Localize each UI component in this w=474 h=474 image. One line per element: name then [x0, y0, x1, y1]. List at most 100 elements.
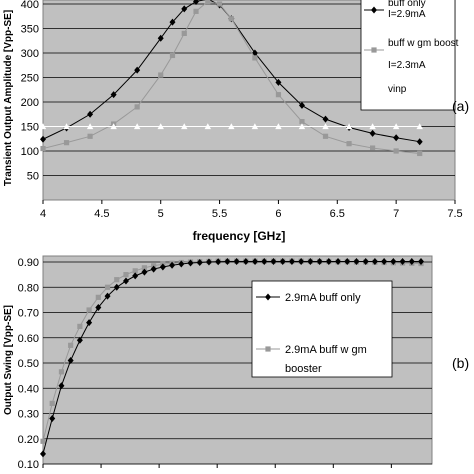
data-point	[159, 263, 166, 271]
data-point	[362, 257, 369, 265]
data-point	[418, 257, 424, 265]
data-point	[157, 34, 164, 42]
legend-label: buff w gm boost	[388, 38, 459, 49]
data-point	[193, 8, 199, 14]
legend-label: vinp	[388, 84, 407, 95]
y-tick-label: 200	[21, 97, 39, 109]
data-point	[193, 0, 200, 6]
x-axis-label: frequency [GHz]	[193, 229, 286, 243]
data-point	[298, 257, 305, 265]
series-2	[40, 257, 424, 458]
data-point	[204, 123, 211, 130]
data-point	[390, 257, 397, 265]
data-point	[141, 265, 148, 271]
data-point	[298, 101, 305, 109]
data-point	[158, 72, 164, 78]
data-point	[40, 438, 46, 444]
data-point	[393, 134, 400, 142]
y-tick-label: 100	[21, 146, 39, 158]
data-point	[270, 257, 277, 265]
data-point	[40, 135, 46, 143]
y-axis-label: Output Swing [Vpp-SE]	[3, 305, 14, 415]
legend-marker	[265, 346, 271, 352]
legend-label-2: I=2.3mA	[388, 60, 426, 71]
data-point	[275, 78, 282, 86]
data-point	[86, 319, 93, 327]
legend-label: 2.9mA buff only	[285, 292, 361, 304]
x-tick-label: 4	[40, 208, 46, 220]
data-point	[298, 123, 306, 130]
data-point	[325, 257, 332, 265]
data-point	[169, 52, 176, 59]
data-point	[104, 284, 111, 290]
legend: 2.9mA buff only 2.9mA buff w gm booster	[251, 280, 393, 378]
data-point	[87, 110, 94, 118]
data-point	[205, 258, 212, 266]
data-point	[344, 257, 351, 265]
data-point	[58, 382, 65, 390]
y-tick-label: 0.30	[18, 409, 39, 421]
series-2	[40, 0, 423, 157]
data-point	[49, 400, 55, 406]
legend-label-2: booster	[285, 363, 322, 375]
data-point	[196, 259, 203, 267]
data-point	[261, 257, 268, 265]
data-point	[132, 272, 139, 280]
data-point	[393, 148, 399, 154]
data-point	[299, 119, 305, 125]
data-point	[113, 283, 120, 291]
legend-label: 2.9mA buff w gm	[285, 344, 367, 356]
data-point	[399, 257, 406, 265]
legend-marker	[371, 6, 377, 14]
data-point	[228, 16, 234, 22]
y-tick-label: 150	[21, 122, 39, 134]
x-tick-label: 5.5	[212, 208, 227, 220]
data-point	[110, 123, 117, 130]
data-point	[322, 123, 329, 130]
data-point	[63, 123, 70, 130]
data-point	[346, 141, 352, 147]
data-point	[86, 123, 94, 130]
data-point	[369, 123, 376, 130]
data-point	[181, 123, 188, 130]
data-point	[369, 129, 376, 137]
data-point	[141, 268, 148, 276]
data-point	[123, 272, 129, 278]
data-point	[133, 123, 141, 130]
chart-panel-a: 50 100 150 200 250 300 350 400 4 4.5 5 5.5 6 6.5 7 7.5 f…	[3, 0, 469, 243]
data-point	[275, 92, 282, 98]
data-point	[215, 258, 222, 266]
data-point	[408, 257, 415, 265]
data-point	[40, 145, 46, 152]
y-tick-label: 50	[27, 171, 39, 183]
series-line	[42, 1, 420, 154]
y-tick-label: 0.50	[18, 358, 39, 370]
data-point	[345, 123, 353, 130]
data-point	[370, 145, 376, 151]
x-tick-label: 6	[275, 208, 281, 220]
data-point	[86, 307, 92, 313]
data-point	[224, 257, 231, 265]
data-point	[58, 369, 65, 375]
y-tick-label: 300	[21, 48, 39, 60]
data-point	[252, 55, 258, 61]
y-tick-label: 350	[21, 24, 39, 36]
panel-label-b: (b)	[452, 355, 469, 371]
data-point	[169, 261, 176, 269]
data-point	[67, 356, 74, 364]
data-point	[392, 123, 400, 130]
data-point	[110, 91, 117, 99]
legend-marker	[371, 47, 377, 53]
chart-panel-b: 0.10 0.20 0.30 0.40 0.50 0.60 0.70 0.80 0.90 Outp…	[3, 255, 469, 471]
data-point	[178, 260, 185, 268]
legend-marker	[370, 92, 378, 99]
data-point	[76, 336, 83, 344]
data-point	[95, 303, 102, 311]
x-tick-label: 4.5	[94, 208, 109, 220]
x-tick-label: 7.5	[447, 208, 462, 220]
data-point	[77, 323, 83, 329]
data-point	[39, 123, 47, 130]
y-tick-label: 250	[21, 73, 39, 85]
